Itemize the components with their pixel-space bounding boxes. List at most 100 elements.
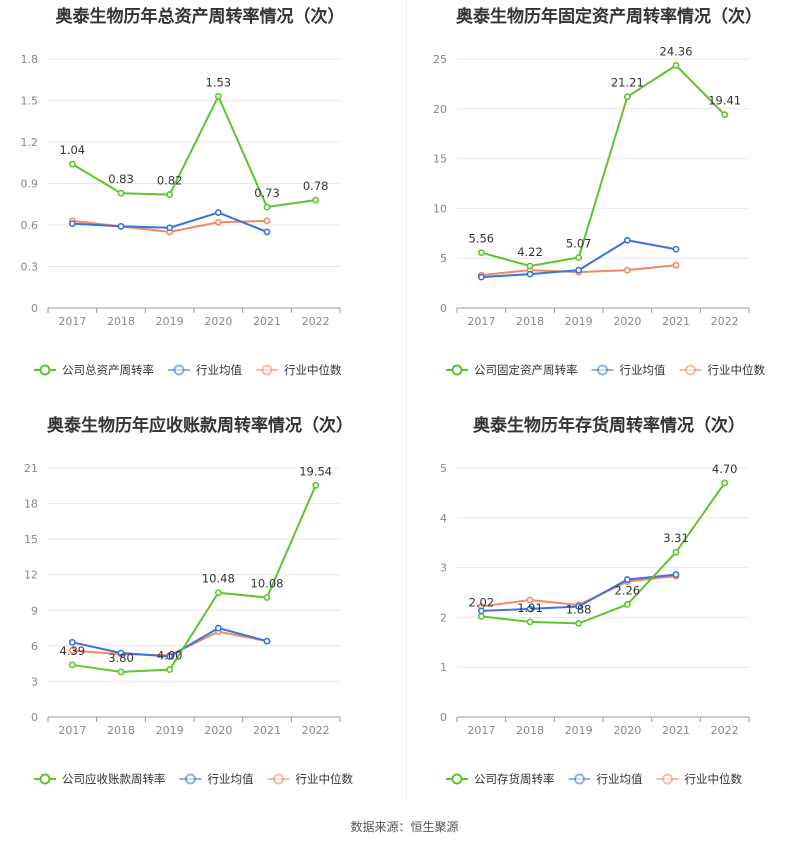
- series-line-company: [71, 95, 316, 209]
- x-tick-label: 2019: [565, 315, 593, 328]
- data-label: 1.91: [517, 601, 543, 615]
- legend-label: 行业中位数: [685, 772, 743, 786]
- data-label: 2.26: [615, 583, 641, 597]
- point-company: [526, 618, 534, 626]
- legend-label: 公司固定资产周转率: [474, 363, 578, 377]
- data-label: 5.56: [469, 232, 495, 246]
- x-tick-label: 2019: [156, 315, 184, 328]
- data-label: 4.00: [157, 649, 183, 663]
- y-tick-label: 1.2: [21, 136, 39, 149]
- data-source: 数据来源：恒生聚源: [350, 820, 459, 834]
- point-company: [575, 619, 583, 627]
- x-tick-label: 2017: [58, 315, 86, 328]
- data-label: 4.39: [60, 644, 86, 658]
- point-industry-avg: [526, 605, 534, 613]
- legend-label: 公司应收账款周转率: [62, 772, 166, 786]
- legend-marker: [185, 773, 196, 785]
- point-industry-avg: [117, 649, 125, 657]
- y-tick-label: 5: [440, 462, 447, 475]
- point-industry-avg: [214, 209, 222, 216]
- data-label: 1.04: [60, 143, 86, 157]
- point-industry-avg: [166, 224, 174, 232]
- data-label: 0.73: [254, 186, 280, 200]
- point-company: [672, 548, 680, 556]
- y-tick-label: 0.6: [21, 219, 39, 232]
- point-company: [166, 666, 174, 673]
- data-label: 3.80: [108, 651, 134, 665]
- data-label: 1.53: [206, 75, 232, 89]
- data-label: 5.07: [566, 237, 592, 251]
- legend-item-industry-median: 行业中位数: [267, 772, 353, 786]
- point-company: [672, 61, 680, 69]
- y-tick-label: 0: [31, 711, 38, 724]
- y-tick-label: 10: [433, 202, 447, 215]
- x-tick-label: 2020: [204, 724, 232, 737]
- point-company: [214, 92, 222, 100]
- legend-marker: [273, 773, 284, 785]
- legend-label: 行业均值: [597, 772, 643, 786]
- chart-title: 奥泰生物历年应收账款周转率情况（次）: [47, 416, 353, 436]
- y-tick-label: 20: [433, 103, 447, 116]
- x-tick-label: 2020: [204, 315, 232, 328]
- y-tick-label: 0.3: [21, 261, 39, 274]
- x-tick-label: 2020: [613, 724, 641, 737]
- point-industry-avg: [526, 270, 534, 278]
- y-tick-label: 25: [433, 53, 447, 66]
- point-industry-avg: [166, 653, 174, 660]
- x-tick-label: 2018: [107, 724, 135, 737]
- x-tick-label: 2017: [467, 724, 495, 737]
- series-line-company: [481, 482, 726, 625]
- x-tick-label: 2022: [302, 724, 330, 737]
- chart-total-asset-turnover: 奥泰生物历年总资产周转率情况（次） 0 0.3 0.6 0.9 1.2 1.5 1.8 201…: [0, 0, 400, 400]
- y-tick-label: 1: [440, 661, 447, 674]
- data-label: 21.21: [611, 76, 644, 90]
- y-tick-label: 6: [31, 640, 38, 653]
- point-industry-median: [263, 217, 271, 225]
- chart-inventory-turnover: 奥泰生物历年存货周转率情况（次） 0 1 2 3 4 5 2017 2018 2019 2020 2…: [409, 409, 809, 809]
- x-tick-label: 2019: [565, 724, 593, 737]
- y-tick-label: 5: [440, 252, 447, 265]
- point-industry-avg: [214, 624, 222, 632]
- chart-svg: 0 1 2 3 4 5 2017 2018 2019 2020 2021 2022 2.02 1.91 1.…: [440, 462, 750, 786]
- data-label: 0.83: [108, 172, 134, 186]
- point-company: [526, 262, 534, 270]
- point-company: [623, 93, 631, 101]
- legend-label: 行业中位数: [708, 363, 766, 377]
- series-line-company: [72, 484, 317, 673]
- y-tick-label: 15: [433, 153, 447, 166]
- legend-item-company: 公司固定资产周转率: [446, 363, 578, 377]
- point-company: [623, 601, 631, 608]
- point-industry-median: [214, 218, 222, 226]
- point-company: [312, 196, 320, 204]
- legend-label: 行业均值: [620, 363, 666, 377]
- x-tick-label: 2017: [58, 724, 86, 737]
- y-tick-label: 1.5: [21, 95, 39, 108]
- chart-svg: 0 3 6 9 12 15 18 21 2017 2018 2019 2020 2021 2022 4.39…: [24, 462, 353, 786]
- data-label: 3.31: [663, 531, 689, 545]
- chart-title: 奥泰生物历年固定资产周转率情况（次）: [456, 7, 762, 27]
- point-company: [477, 613, 485, 620]
- y-tick-label: 9: [31, 604, 38, 617]
- data-label: 10.08: [251, 576, 284, 590]
- legend-label: 行业中位数: [284, 363, 342, 377]
- legend-marker: [39, 773, 51, 785]
- y-tick-label: 1.8: [21, 53, 39, 66]
- point-industry-avg: [623, 576, 631, 583]
- y-tick-label: 18: [24, 498, 38, 511]
- legend-marker: [685, 364, 696, 376]
- data-label: 1.88: [566, 602, 592, 616]
- point-industry-avg: [68, 220, 76, 228]
- point-company: [117, 668, 125, 676]
- data-label: 24.36: [660, 44, 693, 58]
- x-tick-label: 2018: [516, 724, 544, 737]
- x-tick-label: 2022: [711, 724, 739, 737]
- y-tick-label: 3: [440, 562, 447, 575]
- x-tick-label: 2022: [711, 315, 739, 328]
- x-tick-label: 2021: [253, 724, 281, 737]
- legend-item-industry-median: 行业中位数: [656, 772, 743, 786]
- legend-marker: [574, 773, 585, 785]
- point-industry-avg: [575, 603, 583, 610]
- x-tick-label: 2021: [253, 315, 281, 328]
- x-tick-label: 2019: [156, 724, 184, 737]
- legend-item-company: 公司存货周转率: [446, 772, 555, 786]
